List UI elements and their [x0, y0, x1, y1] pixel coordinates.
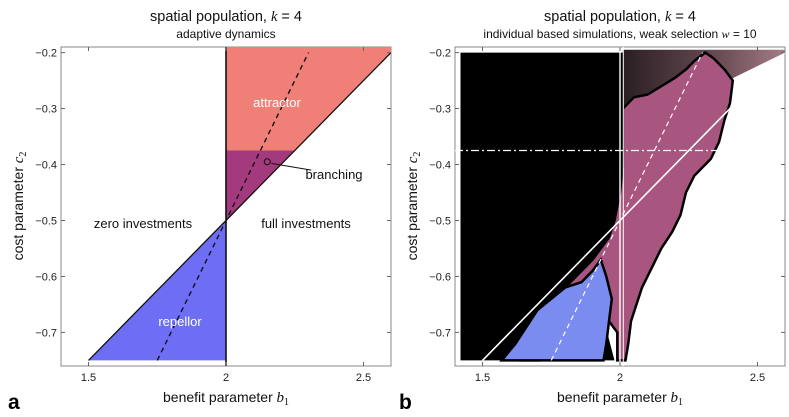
- panel-b-title: spatial population, k = 4: [544, 9, 696, 25]
- panel-b-ylabel: cost parameter c2: [404, 152, 423, 261]
- y-tick-label: −0.2: [429, 48, 451, 60]
- attractor-label: attractor: [253, 95, 301, 110]
- repellor-area: [499, 257, 614, 362]
- x-tick-label: 2.5: [750, 372, 765, 384]
- x-tick-label: 1.5: [81, 372, 96, 384]
- panel-a-title: spatial population, k = 4: [150, 9, 302, 25]
- panel-b-subtitle: individual based simulations, weak selec…: [483, 27, 757, 41]
- panel-a-axis-ticks: 1.5 2 2.5 −0.7 −0.6 −0.5 −0.4 −0.3 −0.2: [35, 47, 391, 384]
- panel-b-xlabel: benefit parameter b1: [557, 389, 683, 408]
- y-tick-label: −0.3: [35, 104, 57, 116]
- full-investments-label: full investments: [261, 216, 351, 231]
- y-tick-label: −0.6: [35, 271, 57, 283]
- panel-b-label: b: [399, 391, 412, 414]
- y-tick-label: −0.3: [429, 104, 451, 116]
- panel-b-upper-diagonal: [619, 52, 785, 222]
- y-tick-label: −0.5: [429, 215, 451, 227]
- attractor-region: [226, 47, 391, 151]
- y-tick-label: −0.2: [35, 48, 57, 60]
- y-tick-label: −0.7: [35, 327, 57, 339]
- y-tick-label: −0.4: [429, 160, 451, 172]
- repellor-label: repellor: [158, 314, 202, 329]
- panel-a-ylabel: cost parameter c2: [10, 152, 29, 261]
- lower-diagonal-line: [88, 220, 227, 361]
- panel-a: spatial population, k = 4 adaptive dynam…: [8, 9, 392, 414]
- panel-b-axis-ticks: 1.5 2 2.5 −0.7 −0.6 −0.5 −0.4 −0.3 −0.2: [429, 47, 785, 384]
- y-tick-label: −0.6: [429, 271, 451, 283]
- y-tick-label: −0.4: [35, 160, 57, 172]
- panel-a-subtitle: adaptive dynamics: [176, 27, 275, 41]
- x-tick-label: 2: [223, 372, 229, 384]
- y-tick-label: −0.7: [429, 327, 451, 339]
- branching-marker: [263, 158, 271, 166]
- panel-b-lower-diagonal: [481, 219, 621, 361]
- y-tick-label: −0.5: [35, 215, 57, 227]
- branching-label: branching: [305, 167, 362, 182]
- x-tick-label: 1.5: [475, 372, 490, 384]
- panel-b: spatial population, k = 4 individual bas…: [399, 9, 786, 414]
- panel-b-dashed-line: [550, 52, 704, 361]
- panel-a-label: a: [8, 391, 20, 414]
- panel-a-xlabel: benefit parameter b1: [163, 389, 289, 408]
- branching-pointer: [271, 162, 312, 171]
- zero-investments-label: zero investments: [94, 216, 193, 231]
- x-tick-label: 2: [617, 372, 623, 384]
- upper-diagonal-line: [225, 52, 391, 221]
- x-tick-label: 2.5: [356, 372, 371, 384]
- singular-strategy-dashed-line: [156, 52, 310, 361]
